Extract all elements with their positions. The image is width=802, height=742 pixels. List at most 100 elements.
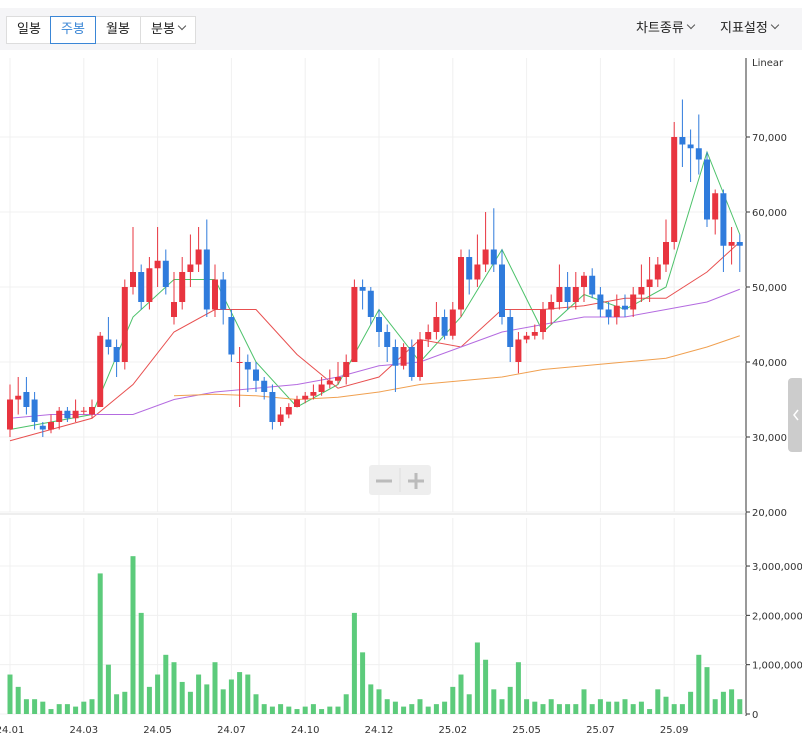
volume-bar [155, 674, 161, 714]
volume-bar [204, 684, 210, 714]
candle-body [15, 395, 22, 400]
candle [302, 392, 309, 404]
candle-body [679, 137, 686, 145]
candle-body [581, 275, 587, 287]
volume-bar [310, 704, 316, 714]
candle-body [490, 249, 497, 265]
menu[interactable]: 차트종류 [636, 16, 696, 42]
candle-body [646, 279, 653, 287]
period-button[interactable]: 월봉 [95, 16, 141, 44]
period-button[interactable]: 주봉 [50, 16, 96, 44]
candle [220, 272, 227, 325]
volume-bar [15, 686, 21, 714]
volume-bar [532, 701, 538, 714]
volume-bar [220, 689, 226, 714]
volume-bar [671, 704, 677, 714]
side-tab-arrow [793, 409, 799, 421]
candle [458, 249, 464, 317]
volume-bar [89, 699, 95, 714]
candle [515, 332, 522, 374]
candle-body [605, 309, 612, 317]
volume-bar [376, 689, 382, 714]
candle [351, 279, 358, 362]
candle-body [138, 272, 145, 302]
period-button[interactable]: 일봉 [6, 16, 52, 44]
volume-bar [581, 689, 587, 714]
candle [7, 384, 13, 437]
candle [162, 249, 169, 295]
candle-body [343, 362, 350, 377]
candle-body [318, 384, 325, 392]
volume-bar [179, 681, 185, 714]
y2-tick-label: 3,000,000 [752, 562, 802, 573]
candle [359, 279, 366, 310]
volume-bar [638, 701, 644, 714]
candle [679, 99, 686, 167]
candle [417, 332, 423, 381]
candle [728, 227, 735, 265]
volume-bar [729, 689, 735, 714]
candle [630, 287, 637, 317]
volume-bar [704, 667, 710, 714]
volume-bar [23, 699, 29, 714]
candle-body [515, 339, 522, 362]
candle [449, 302, 456, 340]
menu[interactable]: 지표설정 [720, 16, 780, 42]
volume-bar [327, 706, 333, 714]
volume-bar [368, 684, 374, 714]
volume-bar [130, 556, 136, 714]
candle [474, 234, 481, 287]
candle [310, 384, 317, 400]
volume-bar [401, 706, 407, 714]
candle-body [482, 249, 489, 265]
candle [253, 362, 259, 392]
volume-bar [696, 654, 702, 714]
volume-bar [335, 706, 341, 714]
y2-tick-label: 2,000,000 [752, 611, 802, 622]
candle [179, 257, 186, 310]
x-tick-label: 25.02 [438, 725, 467, 736]
volume-bar [417, 699, 423, 714]
candle [523, 332, 530, 344]
candle [130, 227, 136, 295]
period-button[interactable]: 분봉 [140, 16, 196, 44]
candle [482, 212, 489, 272]
candle [97, 332, 104, 407]
candle [56, 407, 63, 430]
volume-bar [556, 704, 562, 714]
side-tab[interactable] [788, 378, 802, 452]
volume-bar [524, 699, 530, 714]
candle-body [408, 347, 415, 377]
candle-body [548, 302, 555, 310]
volume-bar [7, 674, 13, 714]
candle-body [89, 407, 95, 415]
candle [203, 219, 210, 317]
candle-body [622, 305, 628, 310]
candle [704, 152, 710, 227]
volume-bar [647, 709, 653, 714]
candle-body [72, 410, 79, 419]
candle-body [187, 264, 194, 272]
candle [507, 309, 514, 362]
candle-body [564, 287, 571, 302]
candle [113, 339, 120, 377]
candle [244, 354, 251, 392]
candle-body [162, 260, 169, 287]
candle [72, 399, 79, 422]
candle [294, 395, 300, 407]
candle [622, 294, 628, 317]
candle [154, 227, 161, 287]
candle-body [130, 272, 136, 287]
candle-body [540, 309, 546, 332]
volume-bar [56, 704, 62, 714]
candle-body [597, 294, 604, 310]
candle-body [384, 332, 391, 347]
candle-body [351, 287, 358, 362]
volume-bar [688, 691, 694, 714]
candle-body [425, 332, 432, 340]
candle [277, 407, 284, 426]
scale-label: Linear [752, 58, 784, 69]
candle [187, 234, 194, 287]
